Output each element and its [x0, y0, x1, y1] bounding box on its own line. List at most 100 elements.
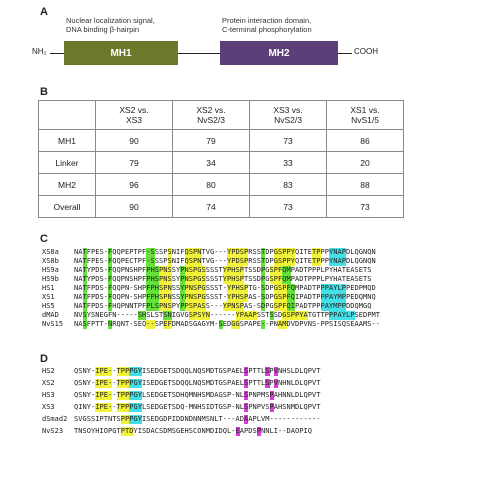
mh1-annotation: Nuclear localization signal, DNA binding… [66, 16, 155, 34]
table-cell: 79 [172, 129, 250, 152]
table-row: MH1 90 79 73 86 [38, 129, 404, 152]
sequence: QSNY-IPE--TPPPGYLSEDGETSDHQMNHSMDAGSP-NL… [74, 391, 321, 400]
alignment-row: dMAD NVSYSNEGFN-----SHSLSTSNIGVGSPSYN----… [42, 311, 380, 320]
linker-alignment-c: XS8a NATFPES-FQQPEPTPF-SSSPSNIFQSPNTVG---… [42, 248, 380, 329]
mh1-annotation-line-2: DNA binding β-hairpin [66, 25, 140, 34]
sequence-name: XS8b [42, 257, 59, 265]
table-row: Overall 90 74 73 73 [38, 195, 404, 218]
mh1-domain: MH1 [64, 41, 178, 65]
panel-c-label: C [40, 233, 48, 245]
sequence: NATFPES-FQQPEPTPF-SSSPSNIFQSPNTVG---YPDS… [74, 248, 376, 257]
protein-backbone-left [50, 53, 64, 54]
mh2-domain: MH2 [220, 41, 338, 65]
sequence-name: HS9a [42, 266, 59, 274]
header-line: NvS2/3 [274, 115, 302, 125]
panel-d-label: D [40, 353, 48, 365]
sequence: NATFPES-FQQPECTPF-SSSPSNIFQSPNTVG---YPDS… [74, 257, 376, 266]
mh2-annotation-line-2: C-terminal phosphorylation [222, 25, 312, 34]
alignment-row: HS9a NATYPDS-FQQPNSHPFPHSPNSSYPNSPGSSSSTY… [42, 266, 380, 275]
sequence: NVSYSNEGFN-----SHSLSTSNIGVGSPSYN------YP… [74, 311, 380, 320]
protein-backbone-right [338, 53, 352, 54]
sequence: NATFPDS-FQQPN-SHPFPHSPNSSYPNSPGSSST-YPHS… [74, 284, 376, 293]
sequence-name: HS1 [42, 284, 55, 292]
header-line: XS2 vs. [196, 105, 226, 115]
sequence: NATFPDS-FQQPN-SHPFPHSPNSSYPNSPGSSST-YPHS… [74, 293, 376, 302]
table-cell: 90 [95, 129, 173, 152]
table-header-row: XS2 vs. XS3 XS2 vs. NvS2/3 XS3 vs. NvS2/3 X… [38, 100, 404, 130]
sequence-name: XS2 [42, 379, 55, 387]
row-label: Overall [38, 195, 96, 218]
table-cell: 80 [172, 173, 250, 196]
table-header-xs3-nvs23: XS3 vs. NvS2/3 [249, 100, 327, 130]
alignment-row: NvS23 TNSOYHIOPGTPTDYISDACSDMSGEHSCONMDID… [42, 427, 321, 439]
sequence-name: XS8a [42, 248, 59, 256]
sequence: QINY-IPE--TPPPGYLSEDGETSDQ-MNHSIDTGSP-NL… [74, 403, 321, 412]
sequence-name: HS5 [42, 302, 55, 310]
mh2-annotation: Protein interaction domain, C-terminal p… [222, 16, 312, 34]
sequence: SVGSSIPTNTSPPPGYISEDGDPIDDNDNNMSNLT---AD… [74, 415, 321, 424]
header-line: NvS2/3 [197, 115, 225, 125]
table-cell: 88 [326, 173, 404, 196]
table-cell: 83 [249, 173, 327, 196]
header-line: XS3 [125, 115, 143, 125]
table-cell: 73 [326, 195, 404, 218]
sequence: QSNY-IPE--TPPPGYISEDGETSDQQLNQSMDTGSPAEL… [74, 379, 321, 388]
panel-b-label: B [40, 86, 48, 98]
table-corner-cell [38, 100, 96, 130]
row-label: MH1 [38, 129, 96, 152]
sequence-name: XS1 [42, 293, 55, 301]
linker-line [178, 53, 220, 54]
sequence-name: NvS23 [42, 427, 64, 435]
sequence: QSNY-IPE--TPPPGYISEDGETSDQQLNQSMDTGSPAEL… [74, 367, 321, 376]
alignment-row: XS1 NATFPDS-FQQPN-SHPFPHSPNSSYPNSPGSSST-Y… [42, 293, 380, 302]
sequence-name: dSmad2 [42, 415, 68, 423]
alignment-row: HS1 NATFPDS-FQQPN-SHPFPHSPNSSYPNSPGSSST-Y… [42, 284, 380, 293]
c-terminus-label: COOH [354, 47, 378, 56]
sequence: NATFPDS-FHQPNNTPFPLSPNSPYPPSPASS---YPNSP… [74, 302, 372, 311]
alignment-row: HS9b NATYPDS-FQQPNSHPFPHSPNSSYPNSPGSSSSTY… [42, 275, 380, 284]
table-cell: 20 [326, 151, 404, 174]
table-cell: 96 [95, 173, 173, 196]
mh2-annotation-line-1: Protein interaction domain, [222, 16, 312, 25]
sequence: NASFPTT-NRQNT-SEQ--SPEFDMADSGAGYM-SEDGGS… [74, 320, 380, 329]
header-line: XS1 vs. [350, 105, 380, 115]
table-row: Linker 79 34 33 20 [38, 151, 404, 174]
table-cell: 90 [95, 195, 173, 218]
mh2-domain-label: MH2 [268, 47, 290, 59]
alignment-row: XS3 QINY-IPE--TPPPGYLSEDGETSDQ-MNHSIDTGSP… [42, 403, 321, 415]
sequence-name: XS3 [42, 403, 55, 411]
table-cell: 73 [249, 129, 327, 152]
sequence-name: HS9b [42, 275, 59, 283]
sequence: NATYPDS-FQQPNSHPFPHSPNSSYPNSPGSSSSTYPHSP… [74, 266, 372, 275]
alignment-row: XS8b NATFPES-FQQPECTPF-SSSPSNIFQSPNTVG---… [42, 257, 380, 266]
sequence: TNSOYHIOPGTPTDYISDACSDMSGEHSCONMDIDQL-EA… [74, 427, 312, 436]
identity-table: XS2 vs. XS3 XS2 vs. NvS2/3 XS3 vs. NvS2/3 X… [38, 100, 404, 218]
sequence: NATYPDS-FQQPNSHPFPHSPNSSYPNSPGSSSSTYPHSP… [74, 275, 372, 284]
alignment-row: dSmad2 SVGSSIPTNTSPPPGYISEDGDPIDDNDNNMSNL… [42, 415, 321, 427]
table-cell: 33 [249, 151, 327, 174]
table-row: MH2 96 80 83 88 [38, 173, 404, 196]
table-header-xs2-nvs23: XS2 vs. NvS2/3 [172, 100, 250, 130]
alignment-row: HS3 QSNY-IPE--TPPPGYLSEDGETSDHQMNHSMDAGSP… [42, 391, 321, 403]
mh1-annotation-line-1: Nuclear localization signal, [66, 16, 155, 25]
sequence-name: dMAD [42, 311, 59, 319]
alignment-row: XS2 QSNY-IPE--TPPPGYISEDGETSDQQLNQSMDTGSP… [42, 379, 321, 391]
table-cell: 34 [172, 151, 250, 174]
row-label: Linker [38, 151, 96, 174]
table-cell: 73 [249, 195, 327, 218]
alignment-row: HS2 QSNY-IPE--TPPPGYISEDGETSDQQLNQSMDTGSP… [42, 367, 321, 379]
linker-alignment-d: HS2 QSNY-IPE--TPPPGYISEDGETSDQQLNQSMDTGSP… [42, 367, 321, 439]
sequence-name: NvS15 [42, 320, 64, 328]
panel-a-label: A [40, 6, 48, 18]
table-cell: 79 [95, 151, 173, 174]
table-cell: 86 [326, 129, 404, 152]
n-terminus-label: NH₂ [32, 47, 47, 56]
table-cell: 74 [172, 195, 250, 218]
alignment-row: XS8a NATFPES-FQQPEPTPF-SSSPSNIFQSPNTVG---… [42, 248, 380, 257]
header-line: XS2 vs. [119, 105, 149, 115]
alignment-row: NvS15 NASFPTT-NRQNT-SEQ--SPEFDMADSGAGYM-S… [42, 320, 380, 329]
mh1-domain-label: MH1 [110, 47, 132, 59]
alignment-row: HS5 NATFPDS-FHQPNNTPFPLSPNSPYPPSPASS---YP… [42, 302, 380, 311]
header-line: NvS1/5 [351, 115, 379, 125]
sequence-name: HS3 [42, 391, 55, 399]
